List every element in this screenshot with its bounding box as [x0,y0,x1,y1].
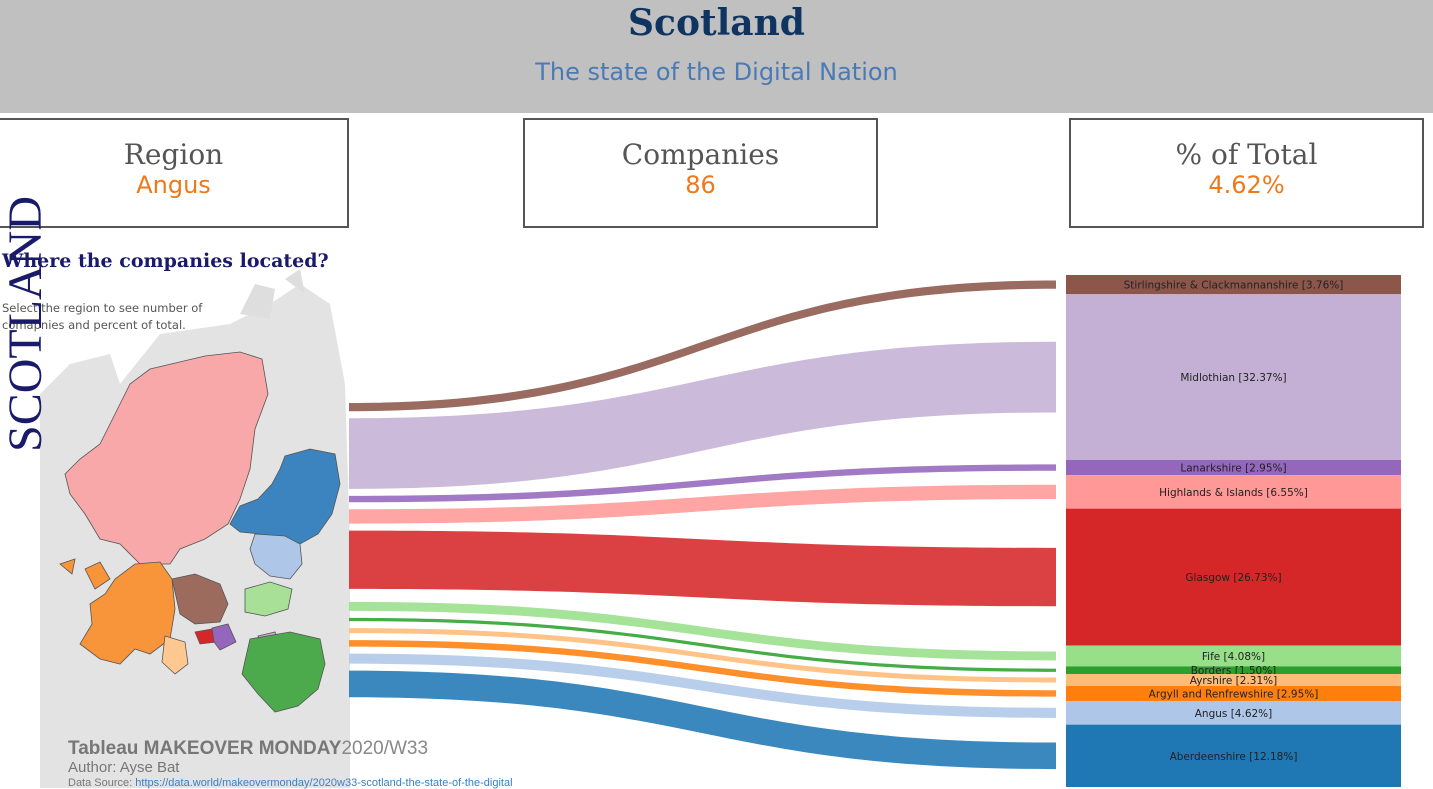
map-panel: Where the companies located? Select the … [0,244,350,788]
kpi-companies-card: Companies 86 [523,118,878,228]
sankey-ribbon[interactable] [349,640,1056,697]
kpi-region-value: Angus [136,171,211,199]
kpi-pct-card: % of Total 4.62% [1069,118,1424,228]
bar-segment-label: Fife [4.08%] [1202,651,1265,663]
kpi-region-label: Region [123,138,224,171]
sankey-ribbon[interactable] [349,653,1056,718]
kpi-pct-value: 4.62% [1208,171,1285,199]
sankey-ribbon[interactable] [349,341,1056,489]
kpi-pct-label: % of Total [1175,138,1318,171]
region-angus [249,533,303,580]
kpi-companies-label: Companies [621,138,780,171]
footer-title: Tableau MAKEOVER MONDAY2020/W33 [68,738,428,760]
region-ayrshire [161,635,189,675]
sankey-ribbon[interactable] [349,280,1056,412]
region-stirlingshire [171,573,229,625]
region-argyll-islands [59,558,111,590]
bar-segment-label: Highlands & Islands [6.55%] [1159,487,1308,499]
region-lanarkshire [211,623,237,651]
map-instruction: Select the region to see number of comap… [2,301,203,332]
bar-segment[interactable] [1066,459,1401,476]
footer-author-name: Ayse Bat [119,759,180,776]
sankey-ribbon[interactable] [349,484,1056,524]
page-subtitle: The state of the Digital Nation [535,58,898,86]
bar-segment-label: Argyll and Renfrewshire [2.95%] [1149,688,1319,700]
scotland-map[interactable] [0,244,350,788]
bar-segment-label: Angus [4.62%] [1195,708,1273,720]
sankey-ribbon[interactable] [349,530,1056,607]
region-argyll [79,561,176,665]
map-background-islands [240,269,305,319]
bar-segment-label: Glasgow [26.73%] [1185,572,1281,584]
map-heading: Where the companies located? [2,250,329,272]
region-fife [244,581,293,617]
bar-segment-label: Midlothian [32.37%] [1180,372,1286,384]
bar-segment[interactable] [1066,508,1401,646]
footer-source: Data Source: https://data.world/makeover… [68,777,513,789]
sankey-ribbon[interactable] [349,464,1056,503]
footer-author: Author: Ayse Bat [68,759,179,776]
bar-segment[interactable] [1066,700,1401,725]
footer-title-bold: Tableau MAKEOVER MONDAY [68,738,342,759]
sankey-ribbon[interactable] [349,601,1056,661]
bar-segment-label: Aberdeenshire [12.18%] [1170,751,1298,763]
bar-segment-label: Lanarkshire [2.95%] [1180,463,1286,475]
bar-segment[interactable] [1066,674,1401,686]
bar-segment[interactable] [1066,724,1401,787]
kpi-companies-value: 86 [685,171,716,199]
bar-segment-label: Ayrshire [2.31%] [1190,675,1277,687]
sankey-ribbon[interactable] [349,617,1056,672]
footer-title-week: 2020/W33 [341,738,429,759]
kpi-region-card: Region Angus [0,118,349,228]
bar-segment[interactable] [1066,666,1401,675]
footer-author-prefix: Author: [68,759,117,776]
sankey-ribbon[interactable] [349,628,1056,683]
header-banner: Scotland The state of the Digital Nation [0,0,1433,113]
bar-segment[interactable] [1066,685,1401,701]
footer-source-link[interactable]: https://data.world/makeovermonday/2020w3… [135,777,513,789]
bar-segment[interactable] [1066,275,1401,295]
bar-segment[interactable] [1066,294,1401,460]
region-borders [241,631,326,713]
sankey-ribbon[interactable] [349,670,1056,770]
bar-segment[interactable] [1066,475,1401,509]
page-title: Scotland [628,2,805,44]
bar-segment-label: Stirlingshire & Clackmannanshire [3.76%] [1124,280,1344,292]
footer-source-prefix: Data Source: [68,777,133,789]
bar-segment[interactable] [1066,645,1401,667]
